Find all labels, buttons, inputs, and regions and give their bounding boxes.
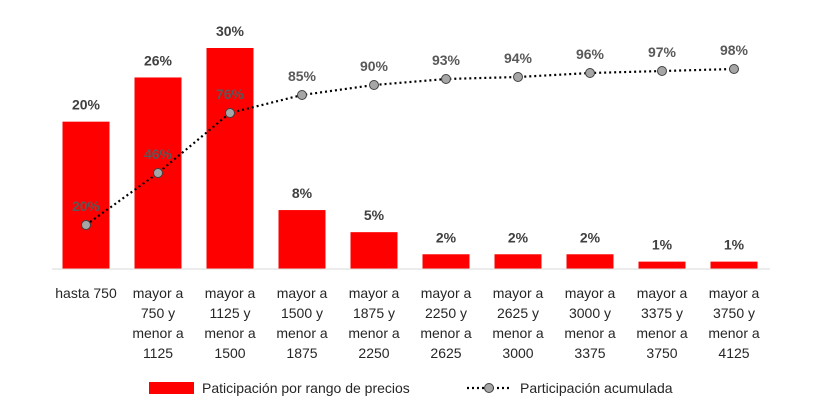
x-tick-label: 3750 xyxy=(646,345,677,361)
x-tick-label: 1875 xyxy=(286,345,317,361)
cumulative-line xyxy=(85,67,735,226)
x-tick-label: 3000 xyxy=(502,345,533,361)
legend-swatch-marker xyxy=(484,383,494,393)
cumulative-data-label: 20% xyxy=(72,198,101,214)
cumulative-point xyxy=(513,72,523,82)
x-tick-label: 1875 y xyxy=(353,305,395,321)
legend-swatch-bars xyxy=(149,382,194,394)
x-tick-label: menor a xyxy=(276,325,328,341)
cumulative-point xyxy=(441,74,451,84)
cumulative-point xyxy=(81,220,91,230)
x-tick-label: menor a xyxy=(204,325,256,341)
cumulative-line-group: 20% 46% 76% 85% 90% 93% 94% 96% 97% 98% xyxy=(72,42,749,230)
cumulative-data-label: 93% xyxy=(432,52,461,68)
bar xyxy=(206,48,254,269)
bar xyxy=(494,254,542,269)
x-tick-label: mayor a xyxy=(133,285,184,301)
x-tick-label: 3375 xyxy=(574,345,605,361)
cumulative-data-label: 90% xyxy=(360,58,389,74)
x-tick-label: 750 y xyxy=(141,305,175,321)
cumulative-point xyxy=(657,66,667,76)
cumulative-point xyxy=(729,64,739,74)
x-tick-label: menor a xyxy=(420,325,472,341)
x-tick-label: menor a xyxy=(492,325,544,341)
cumulative-data-label: 97% xyxy=(648,44,677,60)
x-tick-label: 1125 xyxy=(143,345,173,361)
x-tick-label: menor a xyxy=(708,325,760,341)
x-tick-label: hasta 750 xyxy=(55,285,117,301)
cumulative-data-label: 76% xyxy=(216,86,245,102)
bar-data-label: 5% xyxy=(364,207,385,223)
cumulative-data-label: 98% xyxy=(720,42,749,58)
cumulative-point xyxy=(585,68,595,78)
bar-data-label: 20% xyxy=(72,97,101,113)
x-tick-label: 1500 y xyxy=(281,305,323,321)
legend-label-line: Participación acumulada xyxy=(520,380,673,396)
bar-data-label: 2% xyxy=(436,229,457,245)
x-tick-label: 2250 xyxy=(358,345,389,361)
cumulative-point xyxy=(297,90,307,100)
bar xyxy=(710,261,758,269)
cumulative-data-label: 94% xyxy=(504,50,533,66)
x-tick-label: menor a xyxy=(636,325,688,341)
x-tick-label: 2250 y xyxy=(425,305,467,321)
x-tick-label: 3375 y xyxy=(641,305,683,321)
x-tick-label: mayor a xyxy=(493,285,544,301)
x-tick-label: mayor a xyxy=(277,285,328,301)
x-tick-label: mayor a xyxy=(421,285,472,301)
cumulative-point xyxy=(369,80,379,90)
bar-data-label: 1% xyxy=(652,237,673,253)
x-tick-label: mayor a xyxy=(709,285,760,301)
x-tick-labels: hasta 750 mayor a 750 y menor a 1125 mayor a 1… xyxy=(55,285,760,361)
cumulative-data-label: 85% xyxy=(288,68,317,84)
x-tick-label: menor a xyxy=(348,325,400,341)
x-tick-label: 1500 xyxy=(214,345,245,361)
x-tick-label: 4125 xyxy=(718,345,749,361)
x-tick-label: menor a xyxy=(564,325,616,341)
x-tick-label: 1125 y xyxy=(210,305,251,321)
x-tick-label: 2625 y xyxy=(497,305,539,321)
x-tick-label: 3750 y xyxy=(713,305,755,321)
cumulative-data-label: 46% xyxy=(144,146,173,162)
bar xyxy=(566,254,614,269)
bar xyxy=(278,210,326,269)
cumulative-data-label: 96% xyxy=(576,46,605,62)
cumulative-point xyxy=(225,108,235,118)
x-tick-label: mayor a xyxy=(565,285,616,301)
bar xyxy=(350,232,398,269)
bar-data-label: 1% xyxy=(724,237,745,253)
x-tick-label: mayor a xyxy=(205,285,256,301)
legend: Paticipación por rango de precios Partic… xyxy=(149,380,673,396)
bar xyxy=(422,254,470,269)
bar-data-label: 2% xyxy=(580,229,601,245)
x-tick-label: mayor a xyxy=(349,285,400,301)
x-tick-label: 3000 y xyxy=(569,305,611,321)
x-tick-label: 2625 xyxy=(430,345,461,361)
x-tick-label: menor a xyxy=(132,325,184,341)
bar xyxy=(62,121,110,270)
bar-data-label: 30% xyxy=(216,23,245,39)
x-tick-label: mayor a xyxy=(637,285,688,301)
bar-data-label: 2% xyxy=(508,229,529,245)
bar xyxy=(638,261,686,269)
bar-data-label: 26% xyxy=(144,52,173,68)
legend-label-bars: Paticipación por rango de precios xyxy=(202,380,410,396)
bar-data-label: 8% xyxy=(292,185,313,201)
cumulative-point xyxy=(153,168,163,178)
bar-labels-group: 20% 26% 30% 8% 5% 2% 2% 2% 1% 1% xyxy=(72,23,745,253)
